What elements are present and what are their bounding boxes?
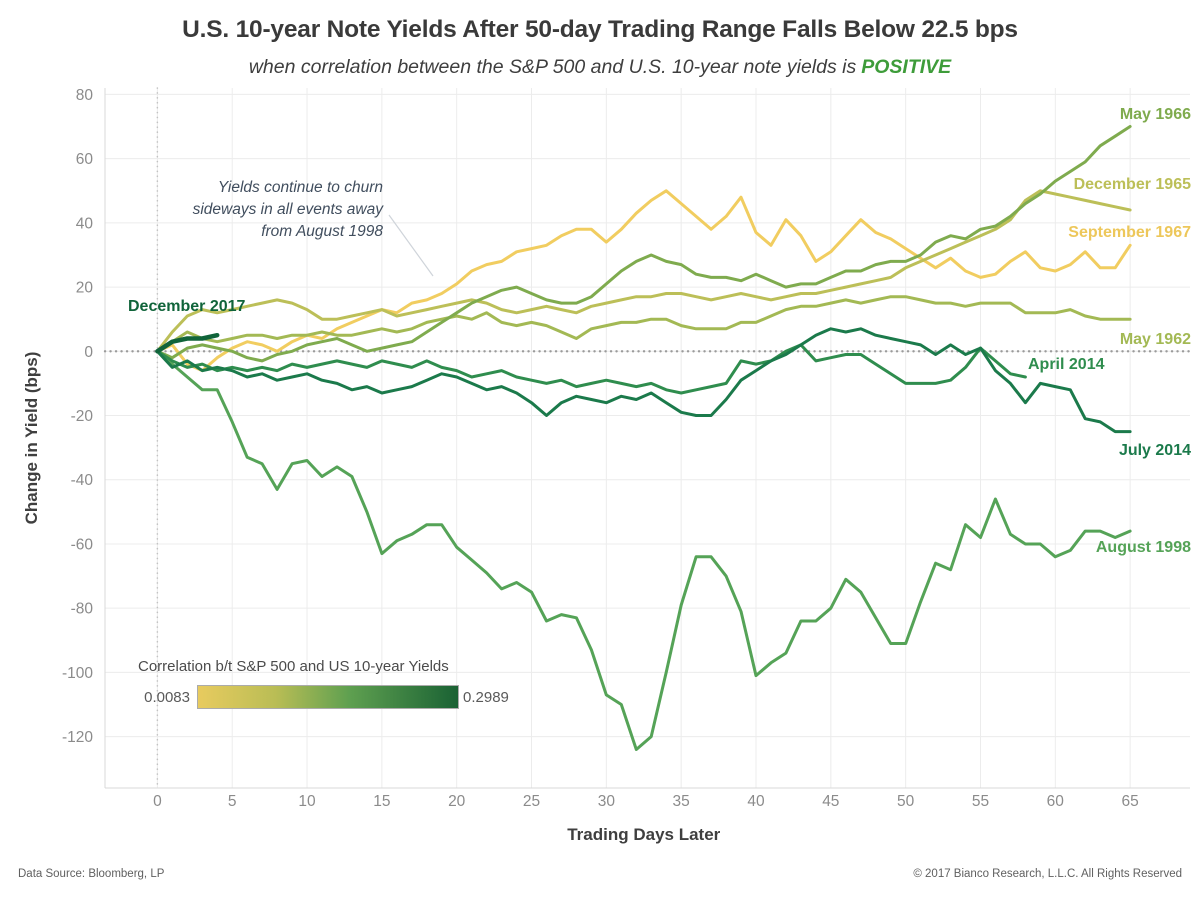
x-tick-label: 10: [298, 793, 316, 810]
series-line-december-1965: [155, 189, 1132, 353]
series-label-april-2014: April 2014: [1028, 356, 1105, 373]
series-label-may-1962: May 1962: [1120, 331, 1191, 348]
x-tick-label: 5: [228, 793, 237, 810]
subtitle-highlight: POSITIVE: [861, 56, 952, 78]
annotation-text-line: sideways in all events away: [193, 201, 385, 218]
y-tick-label: -80: [71, 601, 94, 618]
page-subtitle: when correlation between the S&P 500 and…: [0, 56, 1200, 79]
series-line-august-1998: [155, 349, 1132, 751]
x-tick-label: 20: [448, 793, 466, 810]
y-tick-label: -20: [71, 408, 94, 425]
data-source-text: Data Source: Bloomberg, LP: [18, 868, 165, 880]
x-tick-label: 35: [673, 793, 690, 810]
x-tick-label: 0: [153, 793, 162, 810]
y-tick-label: -40: [71, 472, 94, 489]
y-tick-label: 40: [76, 215, 94, 232]
series-label-may-1966: May 1966: [1120, 106, 1191, 123]
x-tick-label: 25: [523, 793, 540, 810]
x-tick-label: 40: [747, 793, 765, 810]
x-tick-label: 30: [598, 793, 616, 810]
y-axis-title: Change in Yield (bps): [22, 352, 41, 525]
series-line-may-1962: [155, 295, 1132, 353]
annotation-leader-line: [388, 214, 434, 277]
y-tick-label: -100: [62, 665, 93, 682]
x-tick-label: 60: [1047, 793, 1065, 810]
x-axis-title: Trading Days Later: [567, 825, 720, 844]
series-line-december-2017: [155, 332, 220, 354]
series-line-september-1967: [155, 189, 1132, 373]
series-line-may-1966: [155, 125, 1132, 363]
series-label-september-1967: September 1967: [1068, 224, 1191, 241]
copyright-text: © 2017 Bianco Research, L.L.C. All Right…: [913, 868, 1182, 880]
series-label-july-2014: July 2014: [1119, 442, 1191, 459]
subtitle-text: when correlation between the S&P 500 and…: [248, 56, 857, 78]
x-tick-label: 55: [972, 793, 989, 810]
x-tick-label: 45: [822, 793, 839, 810]
x-tick-label: 65: [1122, 793, 1139, 810]
y-tick-label: -60: [71, 536, 94, 553]
annotation-text-line: Yields continue to churn: [218, 179, 383, 196]
series-label-december-2017: December 2017: [128, 298, 246, 315]
y-tick-label: 60: [76, 151, 94, 168]
x-tick-label: 50: [897, 793, 915, 810]
series-line-july-2014: [155, 327, 1132, 434]
x-tick-label: 15: [373, 793, 390, 810]
y-tick-label: 20: [76, 280, 94, 297]
y-tick-label: 0: [84, 344, 93, 361]
y-tick-label: 80: [76, 87, 94, 104]
page-title: U.S. 10-year Note Yields After 50-day Tr…: [182, 16, 1018, 43]
series-label-august-1998: August 1998: [1096, 539, 1191, 556]
annotation-text-line: from August 1998: [261, 223, 383, 240]
y-tick-label: -120: [62, 729, 93, 746]
series-label-december-1965: December 1965: [1074, 176, 1192, 193]
series-line-april-2014: [155, 343, 1027, 395]
